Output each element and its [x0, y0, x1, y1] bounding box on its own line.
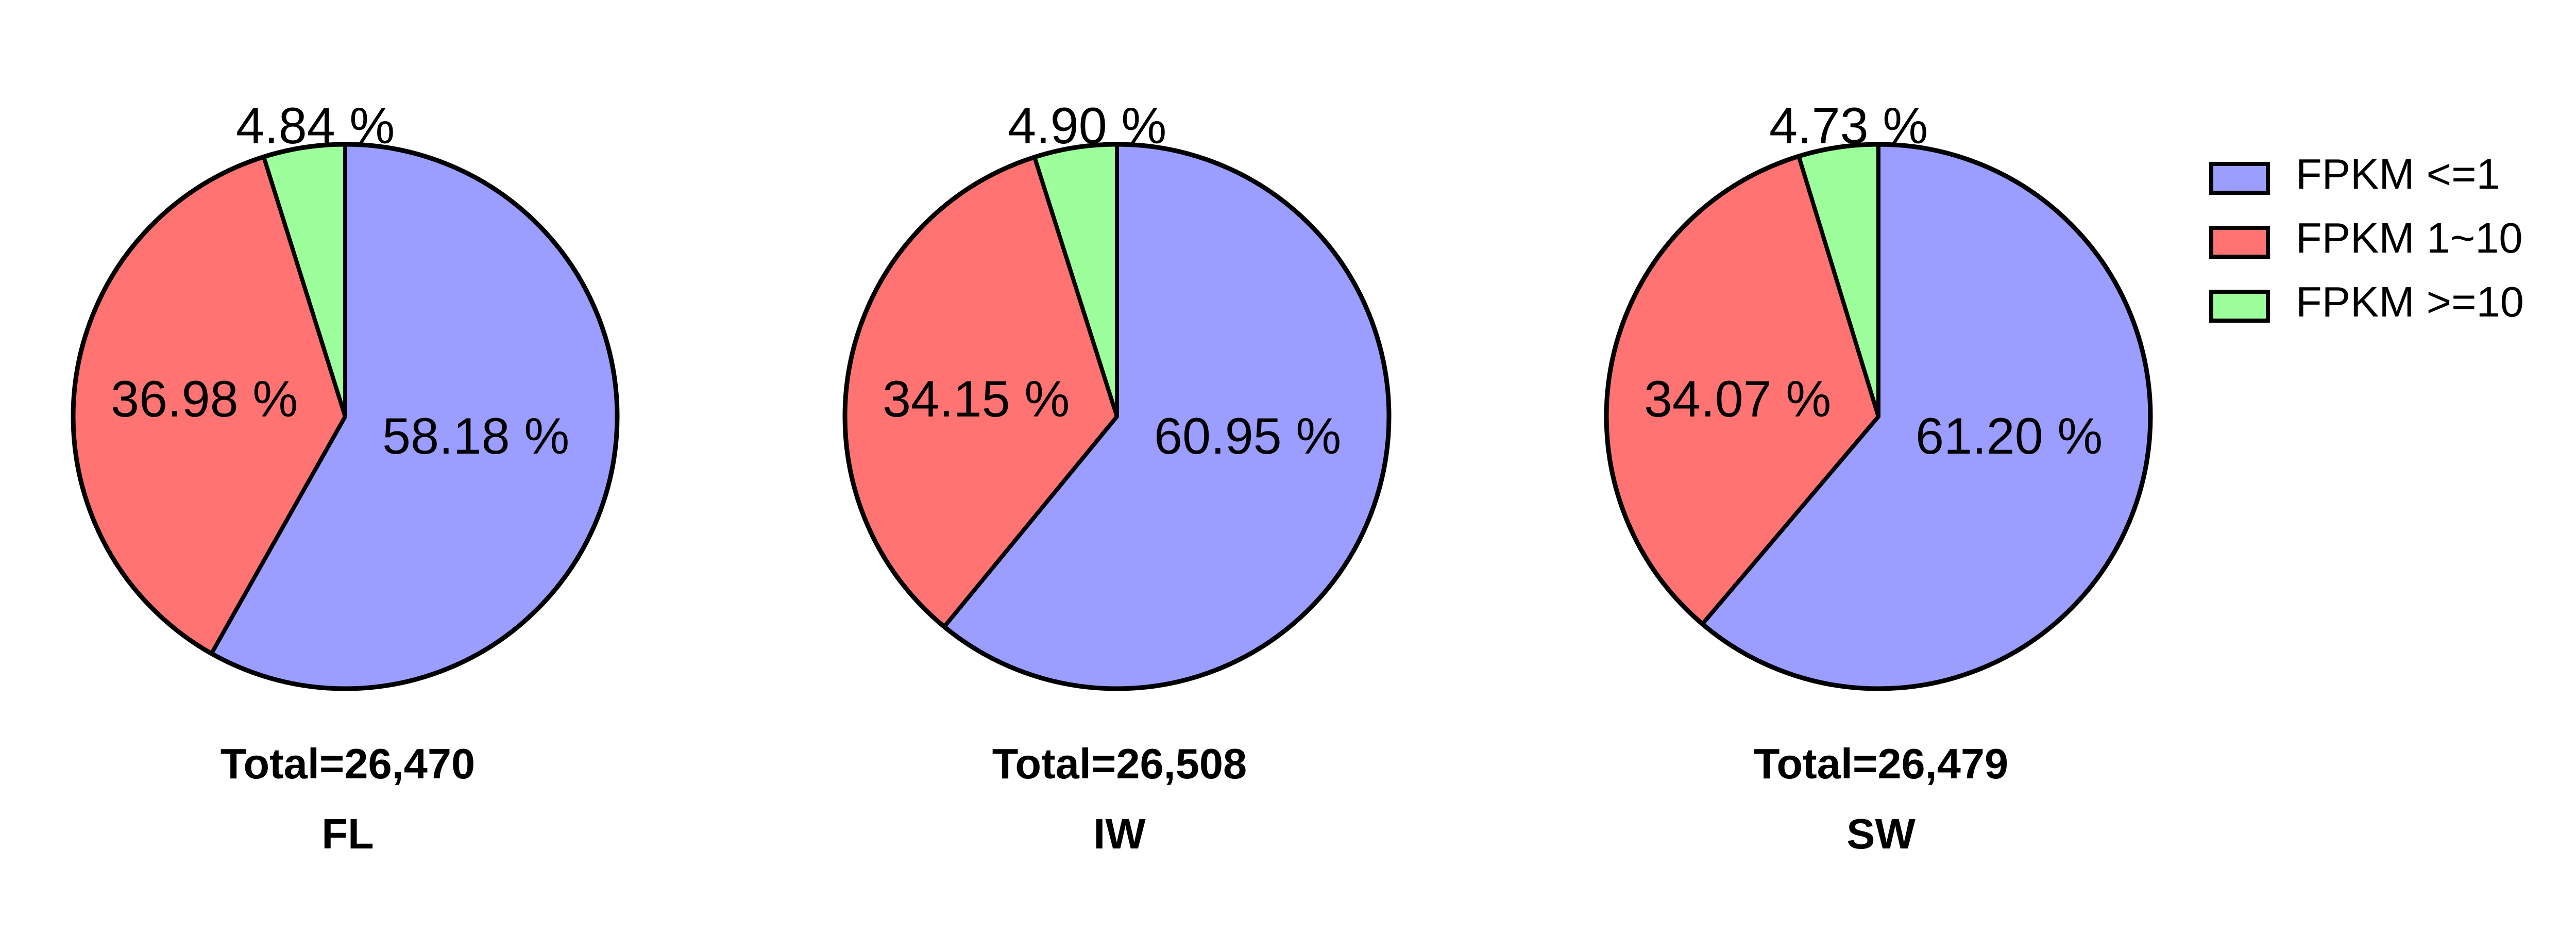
legend-swatch-fpkm-le-1 — [2209, 162, 2270, 195]
pie-sw-label-fpkm-1-10: 34.07 % — [1644, 370, 1831, 427]
pie-fl-label-fpkm-le-1: 58.18 % — [382, 407, 569, 464]
pie-fl-label-fpkm-1-10: 36.98 % — [111, 370, 298, 427]
pie-iw-group-label: IW — [1093, 810, 1146, 858]
pie-iw-label-fpkm-1-10: 34.15 % — [883, 370, 1070, 427]
pie-iw-label-fpkm-ge-10: 4.90 % — [1008, 97, 1166, 154]
pie-sw-group-label: SW — [1846, 810, 1916, 858]
legend-label-fpkm-1-10: FPKM 1~10 — [2296, 214, 2523, 262]
pie-iw-total: Total=26,508 — [992, 740, 1247, 788]
pie-group-fl: 58.18 % 36.98 % 4.84 % Total=26,470 FL — [71, 97, 620, 858]
pie-group-sw: 61.20 % 34.07 % 4.73 % Total=26,479 SW — [1604, 97, 2153, 858]
legend: FPKM <=1 FPKM 1~10 FPKM >=10 — [2209, 150, 2524, 326]
pie-fl-outline — [71, 142, 620, 691]
pie-iw-outline — [842, 142, 1392, 691]
legend-swatch-fpkm-1-10 — [2209, 226, 2270, 259]
pie-fl-label-fpkm-ge-10: 4.84 % — [236, 97, 395, 154]
legend-label-fpkm-le-1: FPKM <=1 — [2296, 150, 2500, 198]
pie-sw-outline — [1604, 142, 2153, 691]
pie-iw-label-fpkm-le-1: 60.95 % — [1154, 407, 1341, 464]
legend-label-fpkm-ge-10: FPKM >=10 — [2296, 278, 2524, 326]
pie-group-iw: 60.95 % 34.15 % 4.90 % Total=26,508 IW — [842, 97, 1392, 858]
pie-fl-total: Total=26,470 — [221, 740, 475, 788]
pie-sw-label-fpkm-ge-10: 4.73 % — [1769, 97, 1928, 154]
pie-fl-group-label: FL — [321, 810, 374, 858]
pie-sw-label-fpkm-le-1: 61.20 % — [1916, 407, 2103, 464]
pie-sw-total: Total=26,479 — [1754, 740, 2008, 788]
legend-swatch-fpkm-ge-10 — [2209, 290, 2270, 323]
